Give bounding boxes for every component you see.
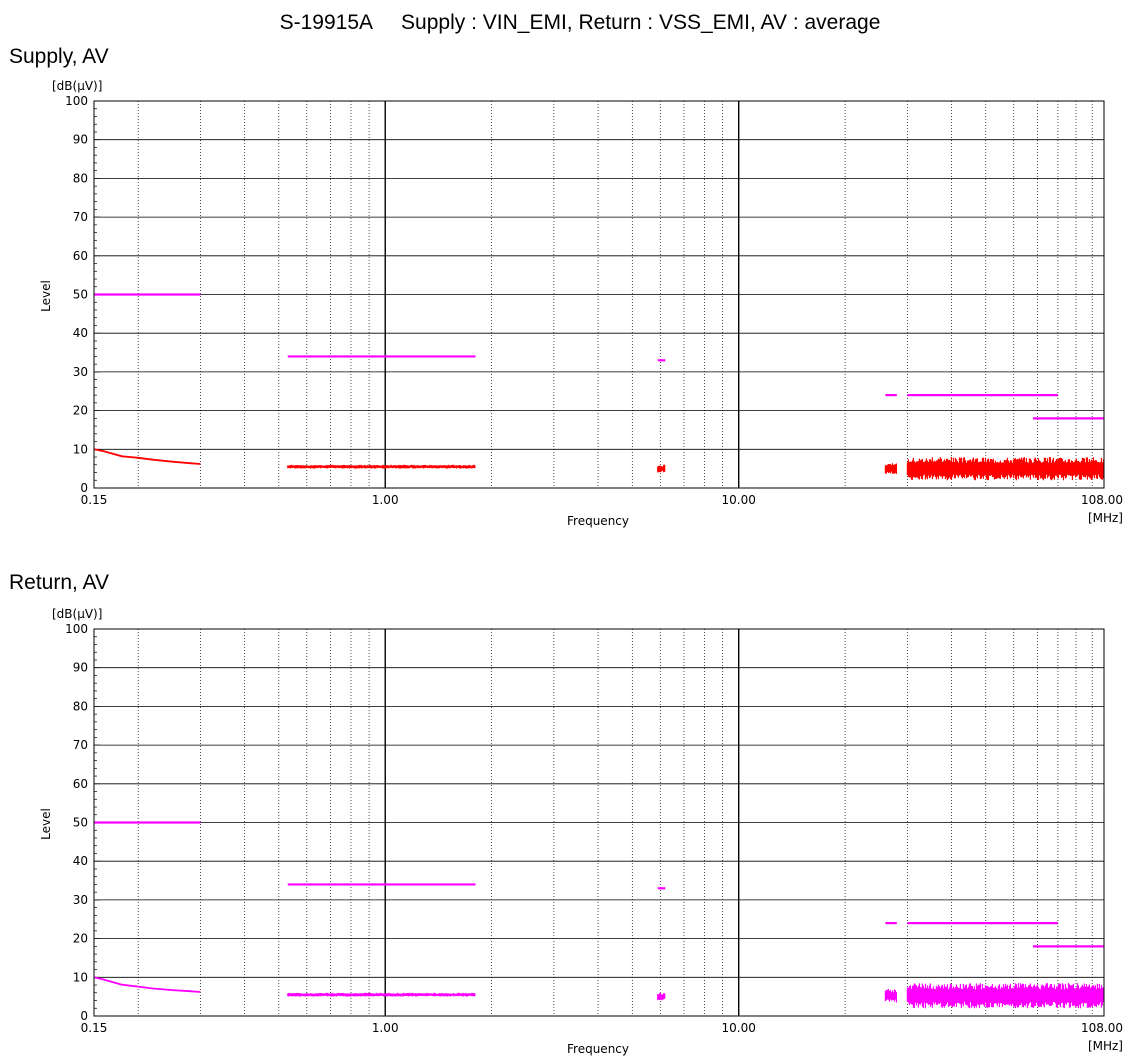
trace-noise-band	[884, 463, 897, 474]
trace-noise-band	[287, 464, 476, 469]
plot-grid	[94, 100, 1104, 489]
measurement-trace	[93, 448, 1104, 481]
x-tick-label: 1.00	[372, 1021, 399, 1035]
y-tick-label: 70	[73, 210, 88, 224]
y-tick-label: 50	[73, 288, 88, 302]
x-axis-label: Frequency	[567, 1042, 629, 1056]
y-tick-label: 30	[73, 365, 88, 379]
trace-noise-band	[906, 457, 1104, 481]
y-axis-label: Level	[39, 280, 53, 312]
y-tick-label: 60	[73, 777, 88, 791]
y-tick-label: 30	[73, 893, 88, 907]
y-tick-label: 40	[73, 854, 88, 868]
y-tick-label: 40	[73, 326, 88, 340]
trace-noise-band	[906, 983, 1104, 1009]
x-tick-label: 1.00	[372, 493, 399, 507]
y-tick-label: 0	[80, 1009, 88, 1023]
measurement-trace	[93, 976, 1104, 1009]
y-tick-label: 0	[80, 481, 88, 495]
y-tick-label: 100	[65, 94, 88, 108]
page-title: S-19915A Supply : VIN_EMI, Return : VSS_…	[280, 11, 881, 34]
chart-title: Return, AV	[9, 571, 109, 594]
y-unit-label: [dB(µV)]	[52, 607, 102, 621]
y-tick-label: 20	[73, 404, 88, 418]
plot-grid	[94, 628, 1104, 1017]
x-tick-label: 108.00	[1081, 1021, 1123, 1035]
y-tick-label: 50	[73, 816, 88, 830]
return-chart: Return, AV [dB(µV)] Level Frequency [MHz…	[9, 571, 1123, 1056]
y-tick-label: 70	[73, 738, 88, 752]
x-tick-label: 10.00	[722, 1021, 756, 1035]
y-tick-labels: 0 10 20 30 40 50 60 70 80 90 100	[65, 622, 88, 1023]
y-tick-label: 80	[73, 699, 88, 713]
x-tick-labels: 0.15 1.00 10.00 108.00	[81, 493, 1123, 507]
supply-chart: Supply, AV [dB(µV)] Level Frequency [MHz…	[9, 45, 1123, 528]
plot-frame	[93, 628, 1105, 1017]
trace-curve	[93, 448, 201, 465]
trace-curve	[93, 976, 201, 993]
x-unit-label: [MHz]	[1088, 511, 1123, 525]
plot-frame	[93, 100, 1105, 489]
x-tick-label: 0.15	[81, 493, 108, 507]
x-unit-label: [MHz]	[1088, 1039, 1123, 1053]
y-tick-label: 60	[73, 249, 88, 263]
chart-title: Supply, AV	[9, 45, 109, 68]
x-tick-label: 108.00	[1081, 493, 1123, 507]
trace-noise-band	[657, 464, 666, 473]
y-tick-label: 100	[65, 622, 88, 636]
y-tick-label: 20	[73, 932, 88, 946]
trace-noise-band	[657, 993, 666, 1001]
y-tick-label: 90	[73, 661, 88, 675]
x-axis-label: Frequency	[567, 514, 629, 528]
limit-lines	[94, 293, 1104, 420]
y-tick-labels: 0 10 20 30 40 50 60 70 80 90 100	[65, 94, 88, 495]
y-tick-label: 10	[73, 442, 88, 456]
x-tick-labels: 0.15 1.00 10.00 108.00	[81, 1021, 1123, 1035]
trace-noise-band	[287, 992, 476, 997]
y-unit-label: [dB(µV)]	[52, 79, 102, 93]
trace-noise-band	[884, 988, 897, 1003]
y-tick-label: 80	[73, 171, 88, 185]
limit-lines	[94, 821, 1104, 948]
x-tick-label: 10.00	[722, 493, 756, 507]
x-tick-label: 0.15	[81, 1021, 108, 1035]
y-axis-label: Level	[39, 808, 53, 840]
y-tick-label: 10	[73, 970, 88, 984]
y-tick-label: 90	[73, 133, 88, 147]
